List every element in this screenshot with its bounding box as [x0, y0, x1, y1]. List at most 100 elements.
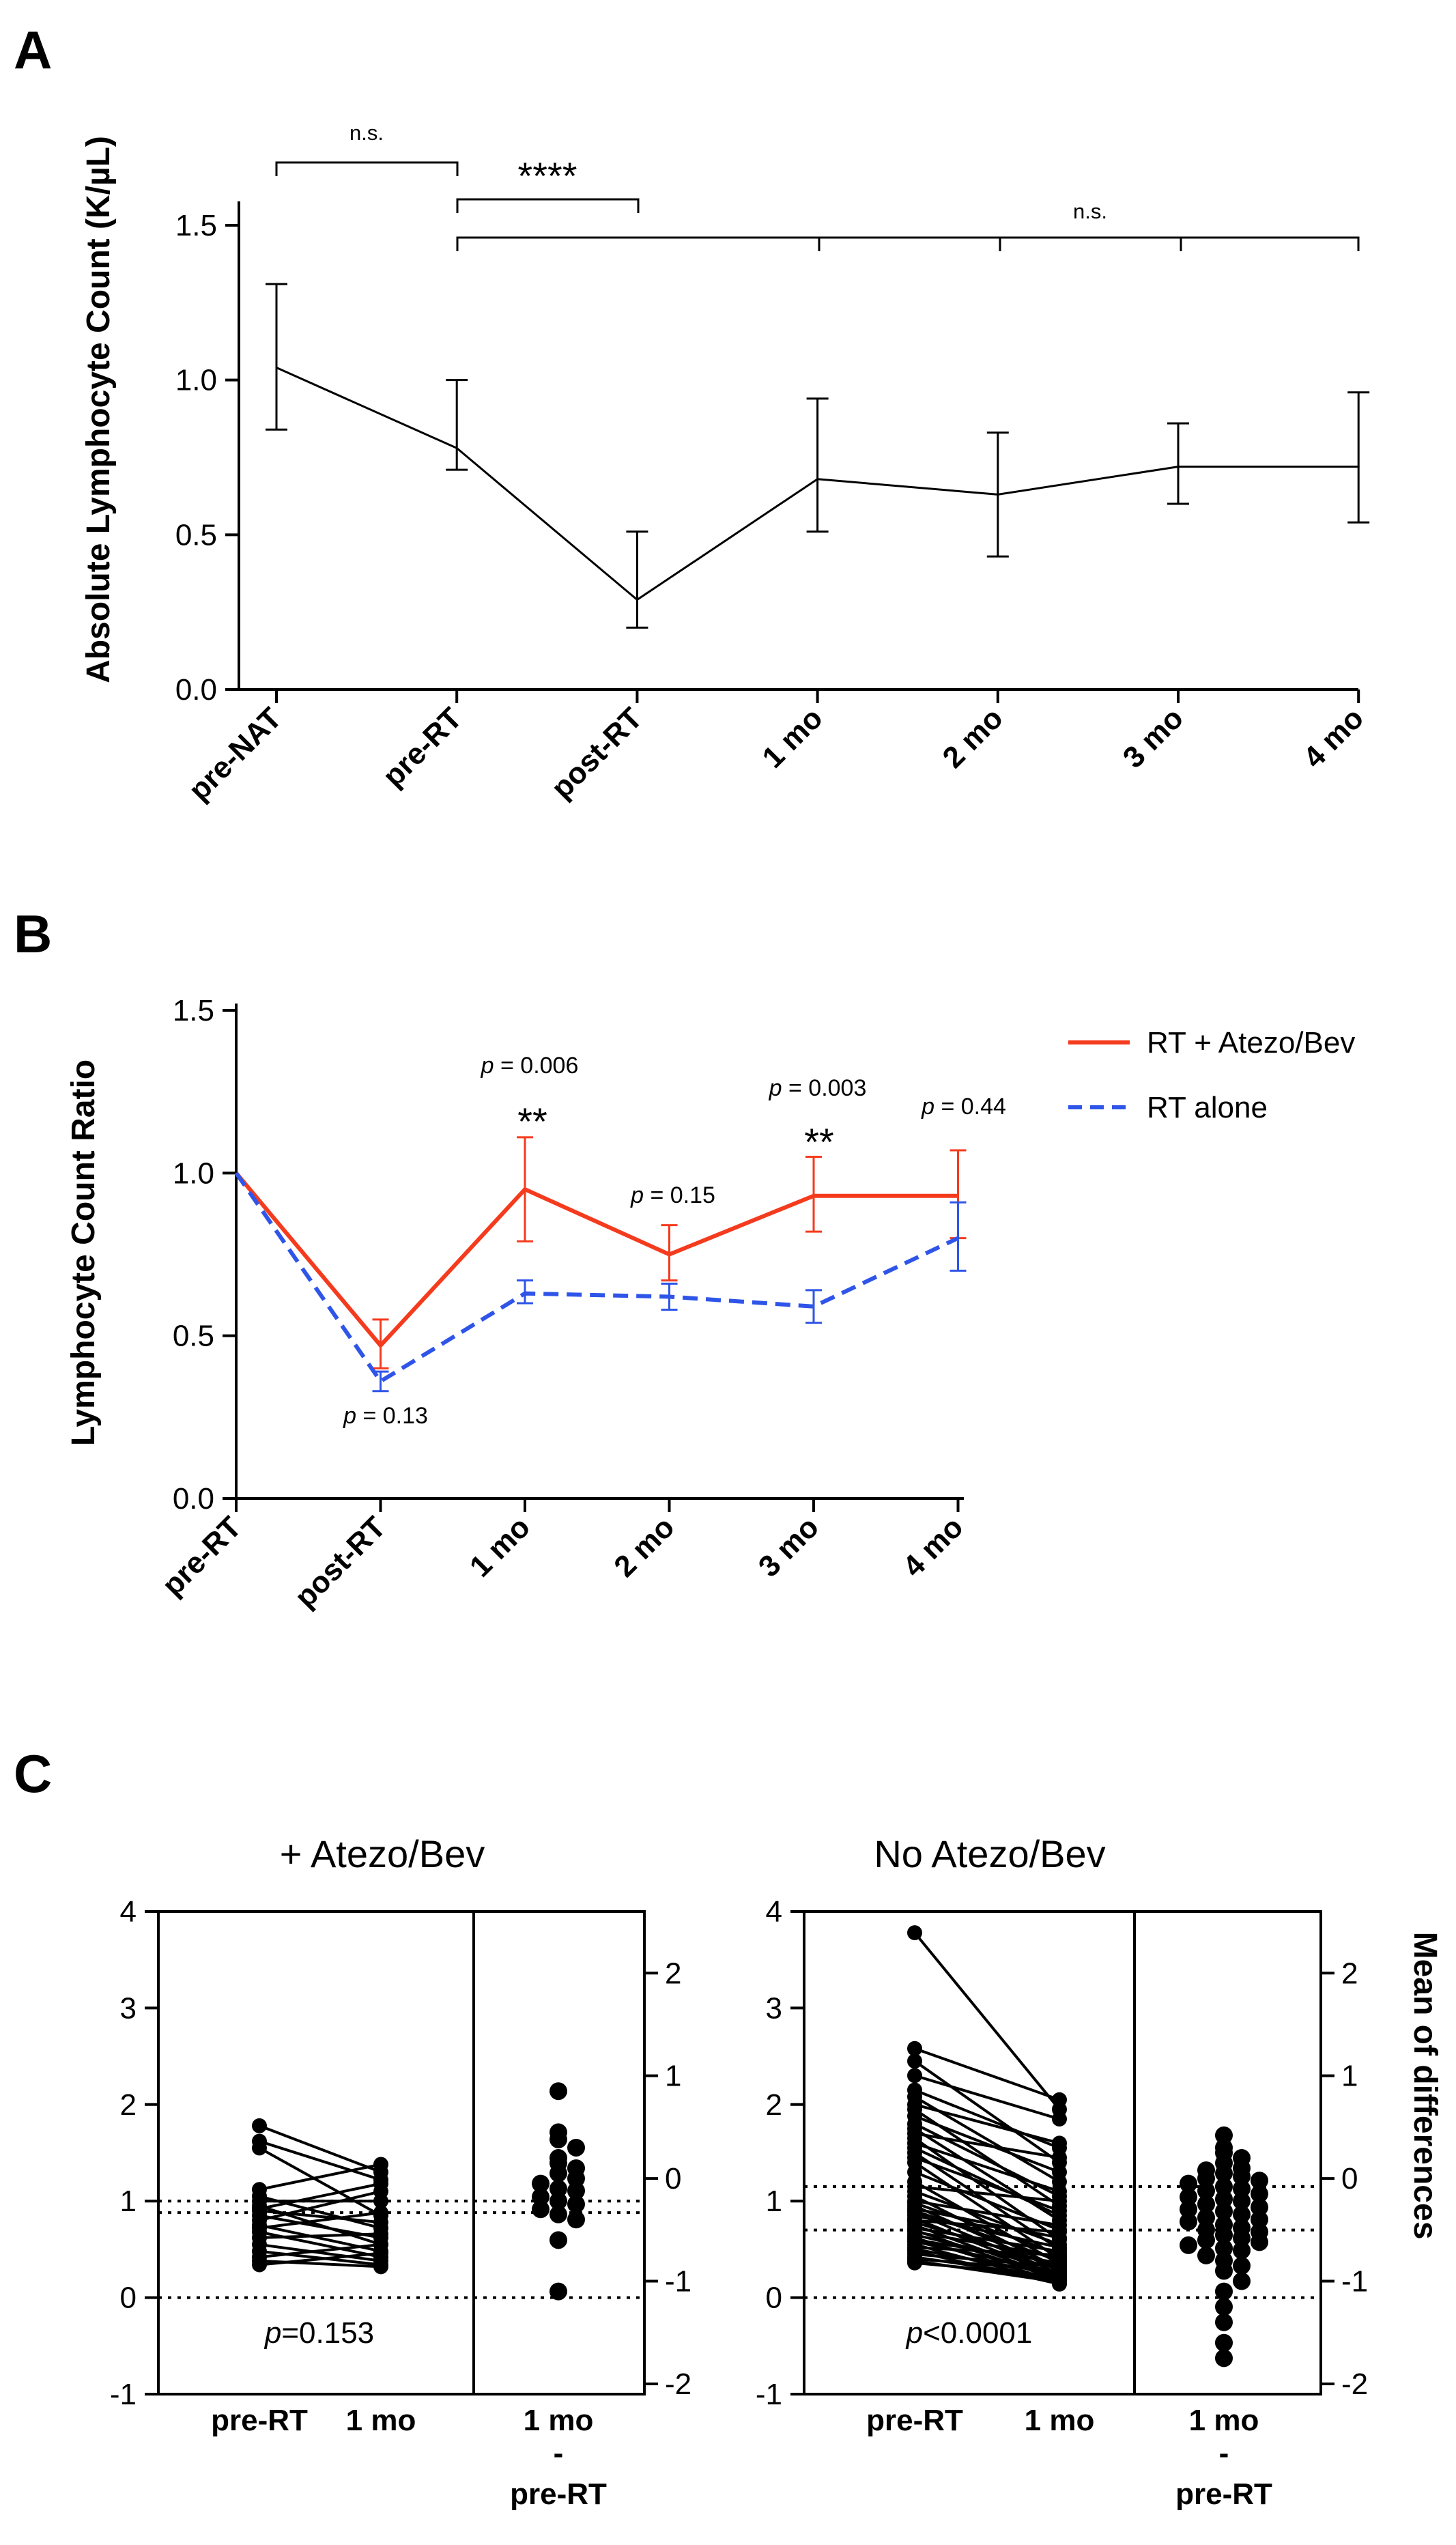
pair-line-14: [259, 2232, 382, 2239]
y-tick-label-0: 0: [766, 2281, 782, 2315]
pair-line-34: [914, 2226, 1060, 2253]
pair-line-4: [914, 2088, 1060, 2150]
bracket-ns-left: [275, 161, 459, 176]
pair-line-3: [259, 2163, 382, 2191]
data-point-1-mo: [816, 478, 819, 481]
y2-tick-label-1: -1: [1341, 2265, 1368, 2299]
difference-point-0: [1215, 2126, 1233, 2144]
difference-point-15: [532, 2200, 549, 2219]
panel-letter-c: C: [14, 1744, 52, 1804]
x-tick-label-post-rt: post-RT: [288, 1510, 392, 1614]
pair-line-17: [259, 2243, 382, 2259]
x-tick-label-pre-rt: pre-RT: [156, 1510, 248, 1602]
one-mo-point-20: [1052, 2193, 1067, 2209]
pvalue-1mo: p = 0.006: [481, 1053, 579, 1079]
panel-letter-a: A: [14, 20, 52, 80]
pair-line-0: [259, 2124, 382, 2174]
pre-rt-point-1: [907, 2041, 922, 2056]
pair-line-45: [914, 2252, 1060, 2269]
difference-point-23: [1233, 2205, 1251, 2223]
y2-tick-label-1: 1: [665, 2060, 681, 2093]
difference-point-15: [1251, 2185, 1268, 2203]
annotation-ns-right: n.s.: [1073, 199, 1107, 223]
difference-point-32: [1233, 2229, 1251, 2247]
x-tick-label-3-mo: 3 mo: [752, 1510, 825, 1583]
pre-rt-point-3: [907, 2068, 922, 2084]
pair-line-10: [259, 2190, 382, 2222]
one-mo-point-42: [1052, 2247, 1067, 2263]
y-tick-label-2: 2: [766, 2088, 782, 2122]
panel-c-right-y2-label: Mean of differences: [1407, 1932, 1443, 2240]
difference-point-43: [1215, 2282, 1233, 2301]
pre-rt-point-19: [252, 2257, 267, 2273]
pair-line-31: [914, 2219, 1060, 2234]
difference-point-36: [1215, 2239, 1233, 2258]
y2-tick-label-2: -2: [1341, 2368, 1368, 2401]
difference-point-9: [1197, 2170, 1215, 2188]
x-tick-label-1-mo: 1 mo: [1025, 2404, 1095, 2437]
pre-rt-point-2: [907, 2053, 922, 2069]
pair-line-43: [914, 2247, 1060, 2276]
pair-line-0: [913, 1931, 1061, 2111]
series-line-rt-alone: [234, 1171, 959, 1384]
pair-line-20: [914, 2185, 1060, 2203]
pre-rt-point-0: [252, 2118, 267, 2133]
pair-line-2: [259, 2146, 382, 2217]
data-point-pre-nat: [275, 367, 278, 369]
difference-point-19: [549, 2282, 567, 2301]
x-tick-label-post-rt: post-RT: [545, 701, 648, 805]
x-tick-label-3-mo: 3 mo: [1117, 701, 1190, 774]
y-tick-label-2: 2: [120, 2088, 137, 2122]
y2-tick-label-1: -1: [665, 2265, 691, 2299]
one-mo-point-10: [373, 2184, 388, 2200]
panel-c-left-frame: [157, 1910, 646, 2395]
difference-point-17: [567, 2210, 585, 2229]
legend: RT + Atezo/Bev RT alone: [1068, 1026, 1355, 1124]
panel-c-right-diff-label-1: 1 mo: [1189, 2404, 1259, 2437]
y-tick-label-3: 3: [120, 1991, 137, 2025]
difference-point-42: [1233, 2272, 1251, 2290]
difference-point-33: [1197, 2231, 1215, 2249]
pair-line-6: [914, 2103, 1060, 2145]
y2-tick-label-0: 0: [665, 2162, 681, 2195]
x-tick-label-4-mo: 4 mo: [896, 1510, 969, 1583]
y-tick-label-0-0: 0.0: [175, 673, 217, 707]
pair-line-26: [914, 2207, 1060, 2239]
difference-point-16: [1180, 2188, 1197, 2206]
x-tick-label-pre-rt: pre-RT: [376, 701, 468, 793]
pair-line-47: [914, 2258, 1060, 2273]
one-mo-point-8: [1052, 2164, 1067, 2180]
stars-3mo: **: [804, 1120, 834, 1163]
pair-line-42: [914, 2246, 1060, 2257]
difference-point-17: [1215, 2190, 1233, 2208]
difference-point-37: [1233, 2241, 1251, 2260]
y-tick-label-0: 0: [120, 2281, 137, 2315]
difference-point-0: [549, 2082, 567, 2101]
panel-c-left-paired-lines: [252, 2118, 388, 2275]
y2-tick-label-1: 1: [1341, 2060, 1358, 2093]
data-point-post-rt: [636, 599, 638, 601]
pre-rt-point-49: [907, 2255, 922, 2271]
difference-point-25: [1251, 2210, 1268, 2229]
panel-c-left-x-ticks: pre-RT 1 mo: [211, 2404, 416, 2437]
difference-point-47: [1215, 2349, 1233, 2368]
panel-c-left-y-ticks: -1 0 1 2 3 4: [110, 1895, 158, 2411]
difference-point-14: [1197, 2182, 1215, 2200]
difference-point-2: [549, 2130, 567, 2148]
panel-c-right-paired-lines: [907, 1925, 1067, 2292]
difference-point-26: [1180, 2213, 1197, 2231]
y-tick-label-1-0: 1.0: [173, 1156, 214, 1190]
difference-point-10: [549, 2180, 567, 2198]
y2-tick-label-2: 2: [665, 1957, 681, 1990]
y-tick-label-0-5: 0.5: [175, 518, 217, 552]
pair-line-3: [914, 2074, 1060, 2120]
legend-label-red: RT + Atezo/Bev: [1147, 1026, 1355, 1060]
difference-point-3: [567, 2138, 585, 2157]
difference-point-7: [1215, 2164, 1233, 2183]
data-point-3-mo: [1177, 466, 1180, 468]
pvalue-post-rt: p = 0.13: [343, 1403, 428, 1429]
difference-point-22: [1215, 2202, 1233, 2221]
bracket-stars: [456, 198, 640, 213]
